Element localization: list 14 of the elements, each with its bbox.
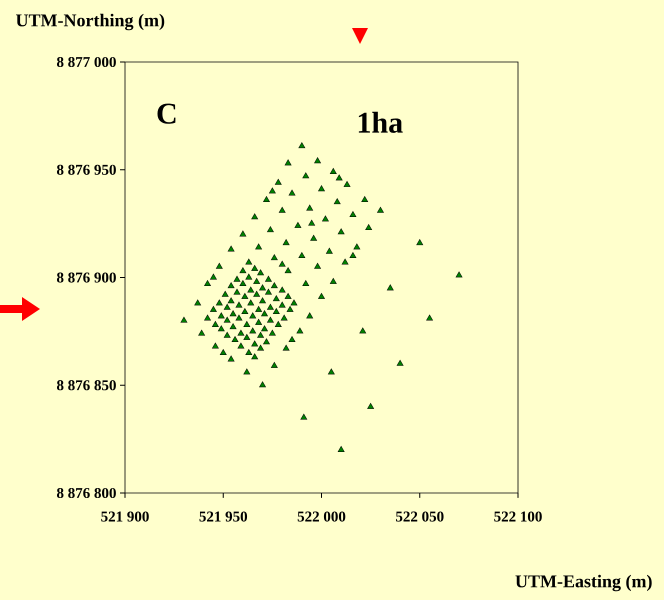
y-tick-label: 8 876 850 bbox=[56, 380, 116, 390]
x-tick-label: 521 900 bbox=[101, 511, 149, 522]
x-axis-title: UTM-Easting (m) bbox=[515, 574, 652, 592]
annotation: C bbox=[158, 104, 176, 124]
y-tick-label: 8 877 000 bbox=[56, 56, 116, 68]
y-tick-label: 8 876 800 bbox=[56, 488, 116, 498]
x-tick-label: 522 050 bbox=[396, 511, 444, 522]
x-tick-label: 522 000 bbox=[298, 511, 346, 522]
x-tick-label: 521 950 bbox=[199, 511, 248, 522]
y-axis-title: UTM-Northing (m) bbox=[16, 14, 164, 30]
x-tick-label: 522 100 bbox=[494, 511, 542, 522]
annotation: 1ha bbox=[358, 112, 403, 133]
y-tick-label: 8 876 900 bbox=[56, 272, 116, 283]
y-tick-label: 8 876 950 bbox=[56, 164, 116, 175]
